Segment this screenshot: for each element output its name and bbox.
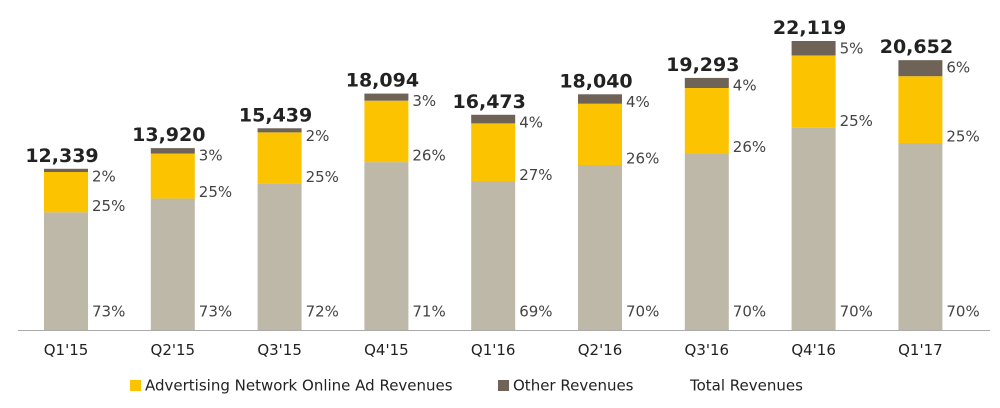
share-label-advertising-network-1: 25%: [199, 183, 232, 201]
bar-segment-other-3: [364, 93, 409, 101]
bar-segment-other-6: [684, 77, 729, 89]
share-label-base-6: 70%: [733, 303, 766, 321]
x-tick-label-0: Q1'15: [44, 341, 89, 359]
bar-segment-advertising-network-4: [471, 123, 516, 182]
bar-segment-base-7: [791, 127, 836, 330]
x-tick-label-2: Q3'15: [257, 341, 302, 359]
total-label-1: 13,920: [132, 124, 205, 146]
legend-label-1: Other Revenues: [513, 377, 634, 395]
bar-segment-base-6: [684, 153, 729, 330]
bar-segment-base-1: [150, 198, 195, 330]
total-label-3: 18,094: [346, 70, 419, 92]
x-tick-label-4: Q1'16: [471, 341, 516, 359]
share-label-other-2: 2%: [306, 127, 330, 145]
share-label-advertising-network-7: 25%: [840, 112, 873, 130]
legend-swatch-0: [130, 380, 141, 391]
bar-segment-other-4: [471, 114, 516, 124]
bar-segment-other-7: [791, 41, 836, 56]
share-label-advertising-network-3: 26%: [412, 147, 445, 165]
share-label-other-5: 4%: [626, 93, 650, 111]
share-label-other-0: 2%: [92, 167, 116, 185]
share-label-other-8: 6%: [946, 59, 970, 77]
bar-segment-advertising-network-2: [257, 132, 302, 184]
bars-group: [44, 41, 943, 330]
total-label-7: 22,119: [773, 17, 846, 39]
bar-segment-advertising-network-3: [364, 100, 409, 163]
x-axis-tick-labels: Q1'15 Q2'15 Q3'15 Q4'15 Q1'16 Q2'16 Q3'16 Q4'16…: [44, 341, 943, 359]
bar-segment-other-2: [257, 128, 302, 133]
share-label-other-4: 4%: [519, 113, 543, 131]
share-label-base-4: 69%: [519, 303, 552, 321]
total-label-4: 16,473: [453, 91, 526, 113]
bar-segment-other-1: [150, 148, 195, 154]
share-label-base-2: 72%: [306, 303, 339, 321]
total-label-5: 18,040: [559, 70, 632, 92]
total-label-8: 20,652: [880, 36, 953, 58]
bar-segment-advertising-network-5: [578, 103, 622, 166]
share-label-base-1: 73%: [199, 303, 232, 321]
share-label-advertising-network-6: 26%: [733, 138, 766, 156]
bar-segment-advertising-network-8: [898, 76, 943, 143]
bar-segment-base-8: [898, 142, 943, 330]
share-label-other-6: 4%: [733, 76, 757, 94]
x-tick-label-6: Q3'16: [685, 341, 730, 359]
x-tick-label-7: Q4'16: [791, 341, 836, 359]
bar-segment-advertising-network-6: [684, 88, 729, 154]
bar-segment-base-0: [44, 212, 88, 330]
bar-segment-other-0: [44, 168, 88, 173]
labels-group: 73%25%2%12,33973%25%3%13,92072%25%2%15,4…: [25, 17, 979, 321]
share-label-base-0: 73%: [92, 303, 125, 321]
share-label-base-8: 70%: [946, 303, 979, 321]
bar-segment-other-8: [898, 60, 943, 77]
x-tick-label-3: Q4'15: [364, 341, 409, 359]
legend-label-2: Total Revenues: [689, 377, 803, 395]
x-tick-label-5: Q2'16: [578, 341, 623, 359]
share-label-advertising-network-2: 25%: [306, 168, 339, 186]
share-label-base-7: 70%: [840, 303, 873, 321]
total-label-0: 12,339: [25, 145, 98, 167]
bar-segment-other-5: [578, 94, 622, 104]
share-label-advertising-network-8: 25%: [946, 127, 979, 145]
legend-label-0: Advertising Network Online Ad Revenues: [145, 377, 453, 395]
bar-segment-advertising-network-7: [791, 55, 836, 128]
x-tick-label-1: Q2'15: [151, 341, 196, 359]
total-label-2: 15,439: [239, 104, 312, 126]
bar-segment-base-5: [578, 165, 622, 330]
share-label-other-1: 3%: [199, 147, 223, 165]
share-label-advertising-network-5: 26%: [626, 150, 659, 168]
share-label-other-3: 3%: [412, 92, 436, 110]
share-label-other-7: 5%: [840, 40, 864, 58]
bar-segment-advertising-network-0: [44, 172, 88, 213]
legend-swatch-1: [498, 380, 509, 391]
share-label-advertising-network-0: 25%: [92, 197, 125, 215]
total-label-6: 19,293: [666, 54, 739, 76]
legend: Advertising Network Online Ad Revenues Ot…: [130, 377, 803, 395]
share-label-advertising-network-4: 27%: [519, 166, 552, 184]
share-label-base-5: 70%: [626, 303, 659, 321]
bar-segment-advertising-network-1: [150, 153, 195, 199]
bar-segment-base-2: [257, 183, 302, 330]
share-label-base-3: 71%: [412, 303, 445, 321]
bar-segment-base-3: [364, 162, 409, 330]
bar-segment-base-4: [471, 181, 516, 330]
x-tick-label-8: Q1'17: [898, 341, 943, 359]
